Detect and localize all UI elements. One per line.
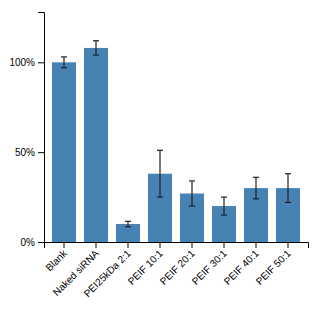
- error-bar: [157, 150, 163, 197]
- error-bar: [253, 177, 259, 199]
- bar: [116, 224, 140, 242]
- y-tick-label: 0%: [21, 237, 36, 248]
- error-bar-cap: [157, 196, 163, 197]
- marks: [52, 41, 300, 242]
- x-tick-mark: [256, 242, 257, 248]
- y-axis: 0% 50% 100%: [9, 13, 44, 248]
- bar: [84, 48, 108, 242]
- y-axis-line: [38, 13, 45, 243]
- x-axis-line: [45, 243, 309, 249]
- x-tick-mark: [192, 242, 193, 248]
- x-tick-mark: [64, 242, 65, 248]
- y-tick-mark: [38, 242, 44, 243]
- error-bar: [93, 41, 99, 55]
- error-bar-cap: [285, 202, 291, 203]
- error-bar-cap: [157, 150, 163, 151]
- plot: 0% 50% 100% BlankNaked siRNAPEI25kDa 2:1PEI…: [9, 13, 308, 300]
- x-tick: Blank: [43, 242, 69, 273]
- error-bar-cap: [125, 226, 131, 227]
- error-bar-cap: [61, 56, 67, 57]
- error-bar-cap: [221, 196, 227, 197]
- x-axis: BlankNaked siRNAPEI25kDa 2:1PEIF 10:1PEI…: [43, 242, 308, 299]
- y-tick-mark: [38, 152, 44, 153]
- bar: [52, 62, 76, 242]
- error-bar-cap: [125, 221, 131, 222]
- error-bar-cap: [93, 40, 99, 41]
- x-tick-mark: [96, 242, 97, 248]
- x-tick-mark: [224, 242, 225, 248]
- x-tick-mark: [128, 242, 129, 248]
- y-tick-label: 50%: [15, 147, 35, 158]
- error-bar-cap: [221, 214, 227, 215]
- y-tick-mark: [38, 62, 44, 63]
- error-bar-stem: [127, 221, 128, 226]
- error-bar-cap: [253, 177, 259, 178]
- y-tick: 0%: [21, 237, 44, 248]
- x-tick-mark: [288, 242, 289, 248]
- x-tick-label: PEI25kDa 2:1: [82, 247, 134, 299]
- x-tick: PEI25kDa 2:1: [82, 242, 134, 299]
- error-bar-stem: [63, 57, 64, 68]
- error-bar: [61, 57, 67, 68]
- error-bar: [125, 221, 131, 226]
- error-bar: [285, 174, 291, 203]
- error-bar: [221, 197, 227, 215]
- error-bar-cap: [189, 180, 195, 181]
- y-tick: 50%: [15, 147, 44, 158]
- x-tick: PEIF 50:1: [254, 242, 294, 287]
- error-bar-stem: [255, 177, 256, 199]
- chart: 0% 50% 100% BlankNaked siRNAPEI25kDa 2:1PEI…: [0, 0, 320, 320]
- x-tick-label: PEIF 50:1: [254, 247, 294, 287]
- error-bar-cap: [189, 205, 195, 206]
- error-bar-cap: [253, 198, 259, 199]
- y-tick-label: 100%: [9, 57, 35, 68]
- x-tick-label: Blank: [43, 247, 69, 273]
- error-bar-cap: [285, 173, 291, 174]
- error-bar-stem: [223, 197, 224, 215]
- error-bar-stem: [95, 41, 96, 55]
- error-bar-stem: [191, 181, 192, 206]
- error-bar-cap: [61, 67, 67, 68]
- error-bar-stem: [287, 174, 288, 203]
- error-bar: [189, 181, 195, 206]
- error-bar-cap: [93, 55, 99, 56]
- x-tick-mark: [160, 242, 161, 248]
- error-bar-stem: [159, 150, 160, 197]
- y-tick: 100%: [9, 57, 44, 68]
